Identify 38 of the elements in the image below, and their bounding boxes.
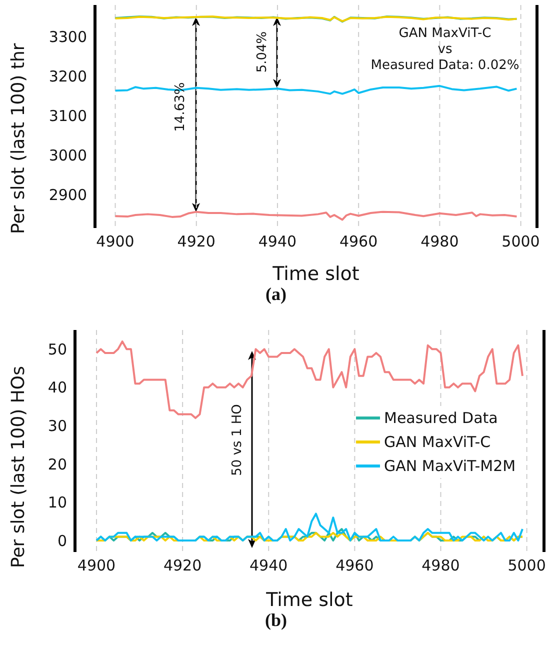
y-tick-label: 20: [48, 455, 67, 474]
x-tick-label: 4980: [420, 232, 459, 251]
y-axis-title: Per slot (last 100) HOs: [8, 366, 29, 568]
y-tick-label: 10: [48, 494, 67, 512]
x-tick-label: 4960: [336, 556, 374, 575]
x-axis-title: Time slot: [265, 589, 353, 611]
y-tick-label: 30: [48, 417, 67, 436]
legend-label: GAN MaxViT-M2M: [384, 457, 516, 475]
x-tick-label: 5000: [508, 556, 546, 575]
y-tick-label: 3200: [48, 67, 87, 86]
x-tick-label: 4980: [422, 556, 460, 575]
x-tick-label: 4920: [177, 232, 216, 251]
x-tick-label: 4900: [96, 232, 134, 251]
x-axis-title: Time slot: [272, 263, 360, 285]
annotation: GAN MaxViT-C vs Measured Data: 0.02%: [370, 26, 520, 74]
y-tick-label: 0: [57, 532, 67, 550]
y-axis-title: Per slot (last 100) thr: [8, 42, 29, 234]
annotation: 14.63%: [173, 82, 188, 132]
x-tick-label: 4960: [339, 232, 378, 251]
y-tick-label: 2900: [48, 186, 87, 204]
y-tick-label: 50: [48, 340, 67, 358]
y-tick-label: 3000: [48, 146, 87, 164]
x-tick-label: 4900: [77, 556, 116, 575]
legend-label: GAN MaxViT-C: [384, 433, 491, 451]
y-tick-label: 3100: [48, 106, 87, 125]
text: (b): [264, 610, 288, 631]
legend-label: Measured Data: [384, 409, 498, 427]
x-tick-label: 5000: [502, 232, 540, 251]
y-tick-label: 40: [48, 378, 67, 397]
text: (a): [264, 284, 288, 305]
annotation: 50 vs 1 HO: [230, 404, 245, 476]
x-tick-label: 4940: [250, 556, 288, 575]
line-series: [96, 512, 524, 542]
line-series: [114, 210, 518, 221]
x-tick-label: 4940: [258, 232, 297, 251]
annotation: 5.04%: [255, 31, 270, 73]
x-tick-label: 4920: [163, 556, 202, 575]
y-tick-label: 3300: [48, 28, 87, 46]
